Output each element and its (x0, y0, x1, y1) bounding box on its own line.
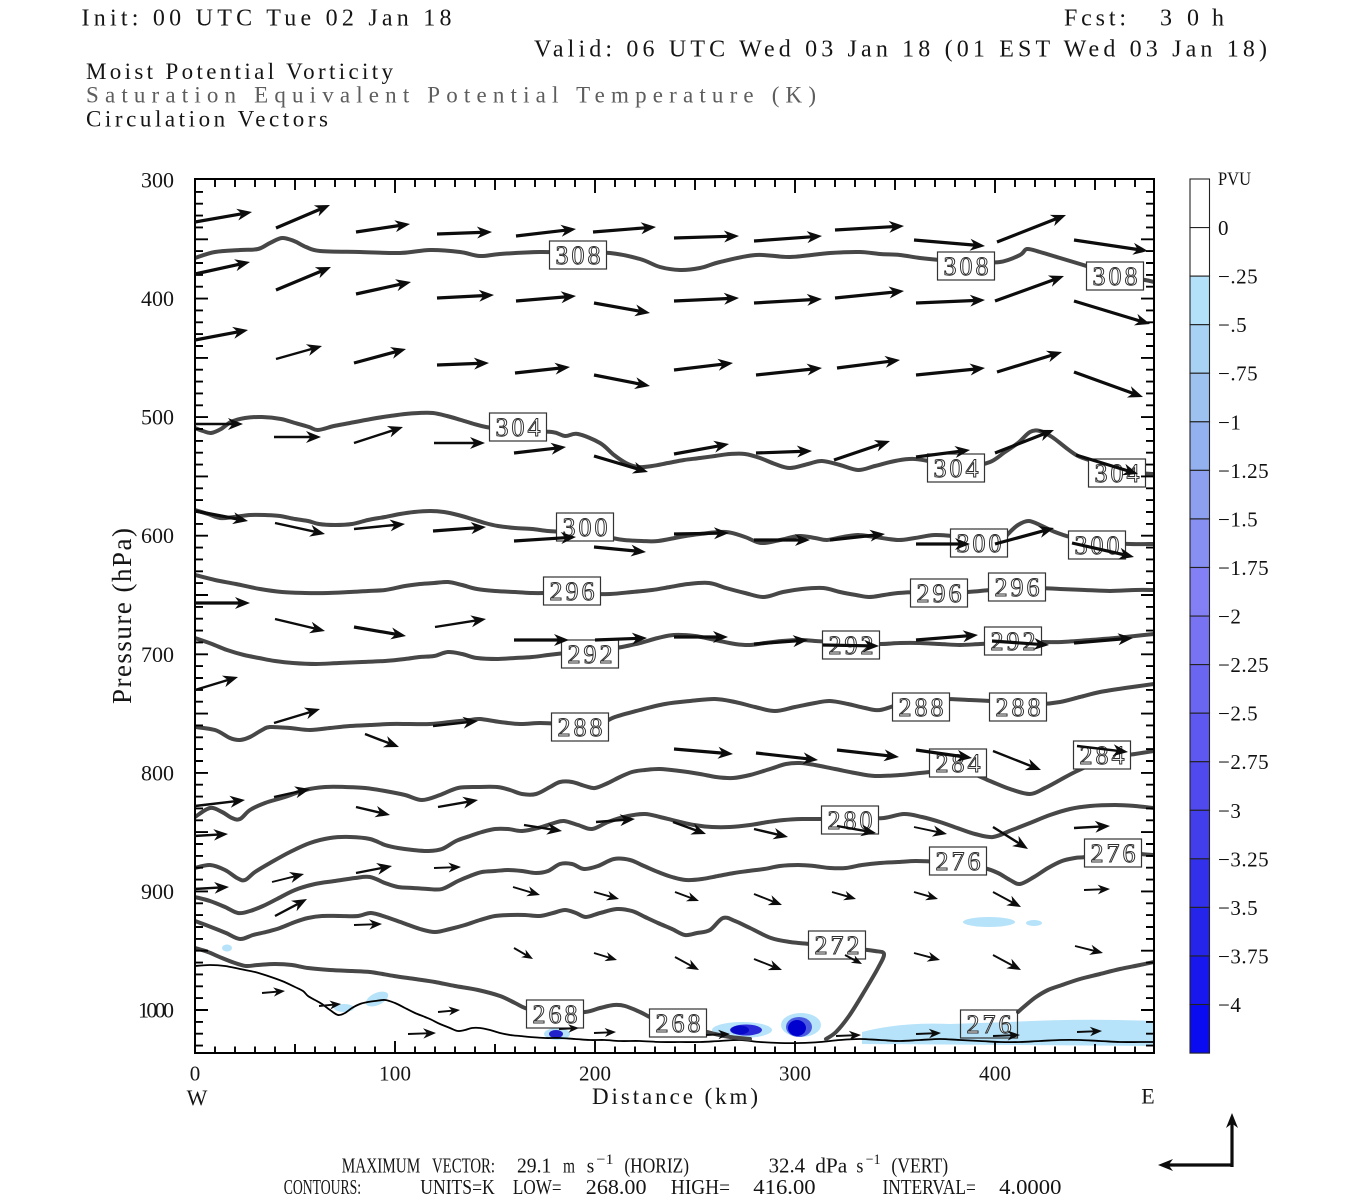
svg-text:INTERVAL=: INTERVAL= (883, 1175, 976, 1199)
svg-text:0: 0 (190, 1062, 201, 1086)
svg-text:s: s (587, 1154, 595, 1178)
svg-text:416.00: 416.00 (753, 1175, 815, 1199)
svg-text:−.5: −.5 (1218, 313, 1247, 337)
svg-text:400: 400 (979, 1062, 1011, 1086)
svg-text:296: 296 (917, 579, 962, 608)
svg-text:(HORIZ): (HORIZ) (624, 1154, 689, 1178)
svg-text:UNITS=K: UNITS=K (420, 1175, 495, 1199)
svg-text:E: E (1141, 1084, 1154, 1109)
svg-text:−1.25: −1.25 (1218, 459, 1269, 483)
svg-text:32.4: 32.4 (769, 1154, 806, 1178)
svg-text:800: 800 (141, 760, 174, 785)
svg-text:268.00: 268.00 (586, 1175, 647, 1199)
svg-text:Distance (km): Distance (km) (592, 1084, 758, 1109)
svg-text:308: 308 (944, 252, 989, 281)
svg-text:276: 276 (967, 1010, 1012, 1039)
svg-text:700: 700 (141, 642, 174, 667)
svg-text:−.25: −.25 (1218, 265, 1258, 289)
svg-text:300: 300 (779, 1062, 811, 1086)
svg-text:−3: −3 (1218, 799, 1241, 823)
svg-text:MAXIMUM: MAXIMUM (342, 1154, 420, 1178)
svg-text:100: 100 (379, 1062, 411, 1086)
svg-text:304: 304 (934, 454, 979, 483)
svg-text:−2: −2 (1218, 605, 1241, 629)
svg-text:Circulation Vectors: Circulation Vectors (86, 107, 328, 132)
svg-text:268: 268 (656, 1009, 701, 1038)
svg-text:−.75: −.75 (1218, 362, 1258, 386)
svg-text:296: 296 (550, 577, 595, 606)
svg-text:500: 500 (141, 405, 174, 430)
svg-text:VECTOR:: VECTOR: (432, 1154, 495, 1178)
svg-text:−3.5: −3.5 (1218, 896, 1258, 920)
svg-text:292: 292 (568, 640, 613, 669)
svg-text:LOW=: LOW= (513, 1175, 562, 1199)
svg-text:Pressure (hPa): Pressure (hPa) (107, 528, 137, 704)
svg-text:−1: −1 (1218, 410, 1241, 434)
svg-text:288: 288 (996, 693, 1041, 722)
svg-text:268: 268 (533, 1000, 578, 1029)
svg-text:296: 296 (995, 573, 1040, 602)
svg-text:−2.25: −2.25 (1218, 653, 1269, 677)
svg-text:284: 284 (1080, 741, 1125, 770)
svg-text:276: 276 (936, 847, 981, 876)
svg-text:dPa: dPa (815, 1154, 847, 1178)
svg-text:−2.75: −2.75 (1218, 750, 1269, 774)
svg-text:HIGH=: HIGH= (671, 1175, 730, 1199)
svg-text:1000: 1000 (138, 997, 174, 1022)
svg-text:CONTOURS:: CONTOURS: (284, 1175, 361, 1199)
svg-text:272: 272 (815, 931, 860, 960)
svg-text:−2.5: −2.5 (1218, 702, 1258, 726)
svg-text:308: 308 (1093, 262, 1138, 291)
svg-text:s: s (856, 1154, 863, 1178)
svg-text:600: 600 (141, 523, 174, 548)
svg-text:−3.25: −3.25 (1218, 847, 1269, 871)
svg-text:W: W (187, 1085, 208, 1110)
svg-text:−1: −1 (866, 1152, 881, 1168)
svg-text:Moist Potential Vorticity: Moist Potential Vorticity (86, 59, 394, 84)
svg-text:400: 400 (141, 286, 174, 311)
svg-text:300: 300 (141, 168, 174, 193)
svg-text:200: 200 (579, 1062, 611, 1086)
svg-text:Init: 00 UTC Tue 02 Jan 18: Init: 00 UTC Tue 02 Jan 18 (82, 6, 452, 32)
svg-text:PVU: PVU (1218, 169, 1251, 190)
svg-text:288: 288 (899, 693, 944, 722)
svg-text:−3.75: −3.75 (1218, 945, 1269, 969)
svg-text:m: m (563, 1154, 575, 1178)
svg-text:−1.5: −1.5 (1218, 507, 1258, 531)
svg-text:h: h (1212, 6, 1224, 32)
svg-text:276: 276 (1091, 839, 1136, 868)
svg-text:4.0000: 4.0000 (999, 1175, 1061, 1199)
svg-text:−4: −4 (1218, 993, 1241, 1017)
svg-text:900: 900 (141, 879, 174, 904)
svg-text:29.1: 29.1 (517, 1154, 551, 1178)
svg-text:0: 0 (1218, 216, 1229, 240)
svg-text:308: 308 (556, 241, 601, 270)
svg-text:304: 304 (496, 413, 541, 442)
svg-text:288: 288 (558, 713, 603, 742)
svg-text:300: 300 (563, 513, 608, 542)
svg-text:−1.75: −1.75 (1218, 556, 1269, 580)
svg-text:(VERT): (VERT) (891, 1154, 948, 1178)
svg-text:−1: −1 (596, 1152, 613, 1168)
